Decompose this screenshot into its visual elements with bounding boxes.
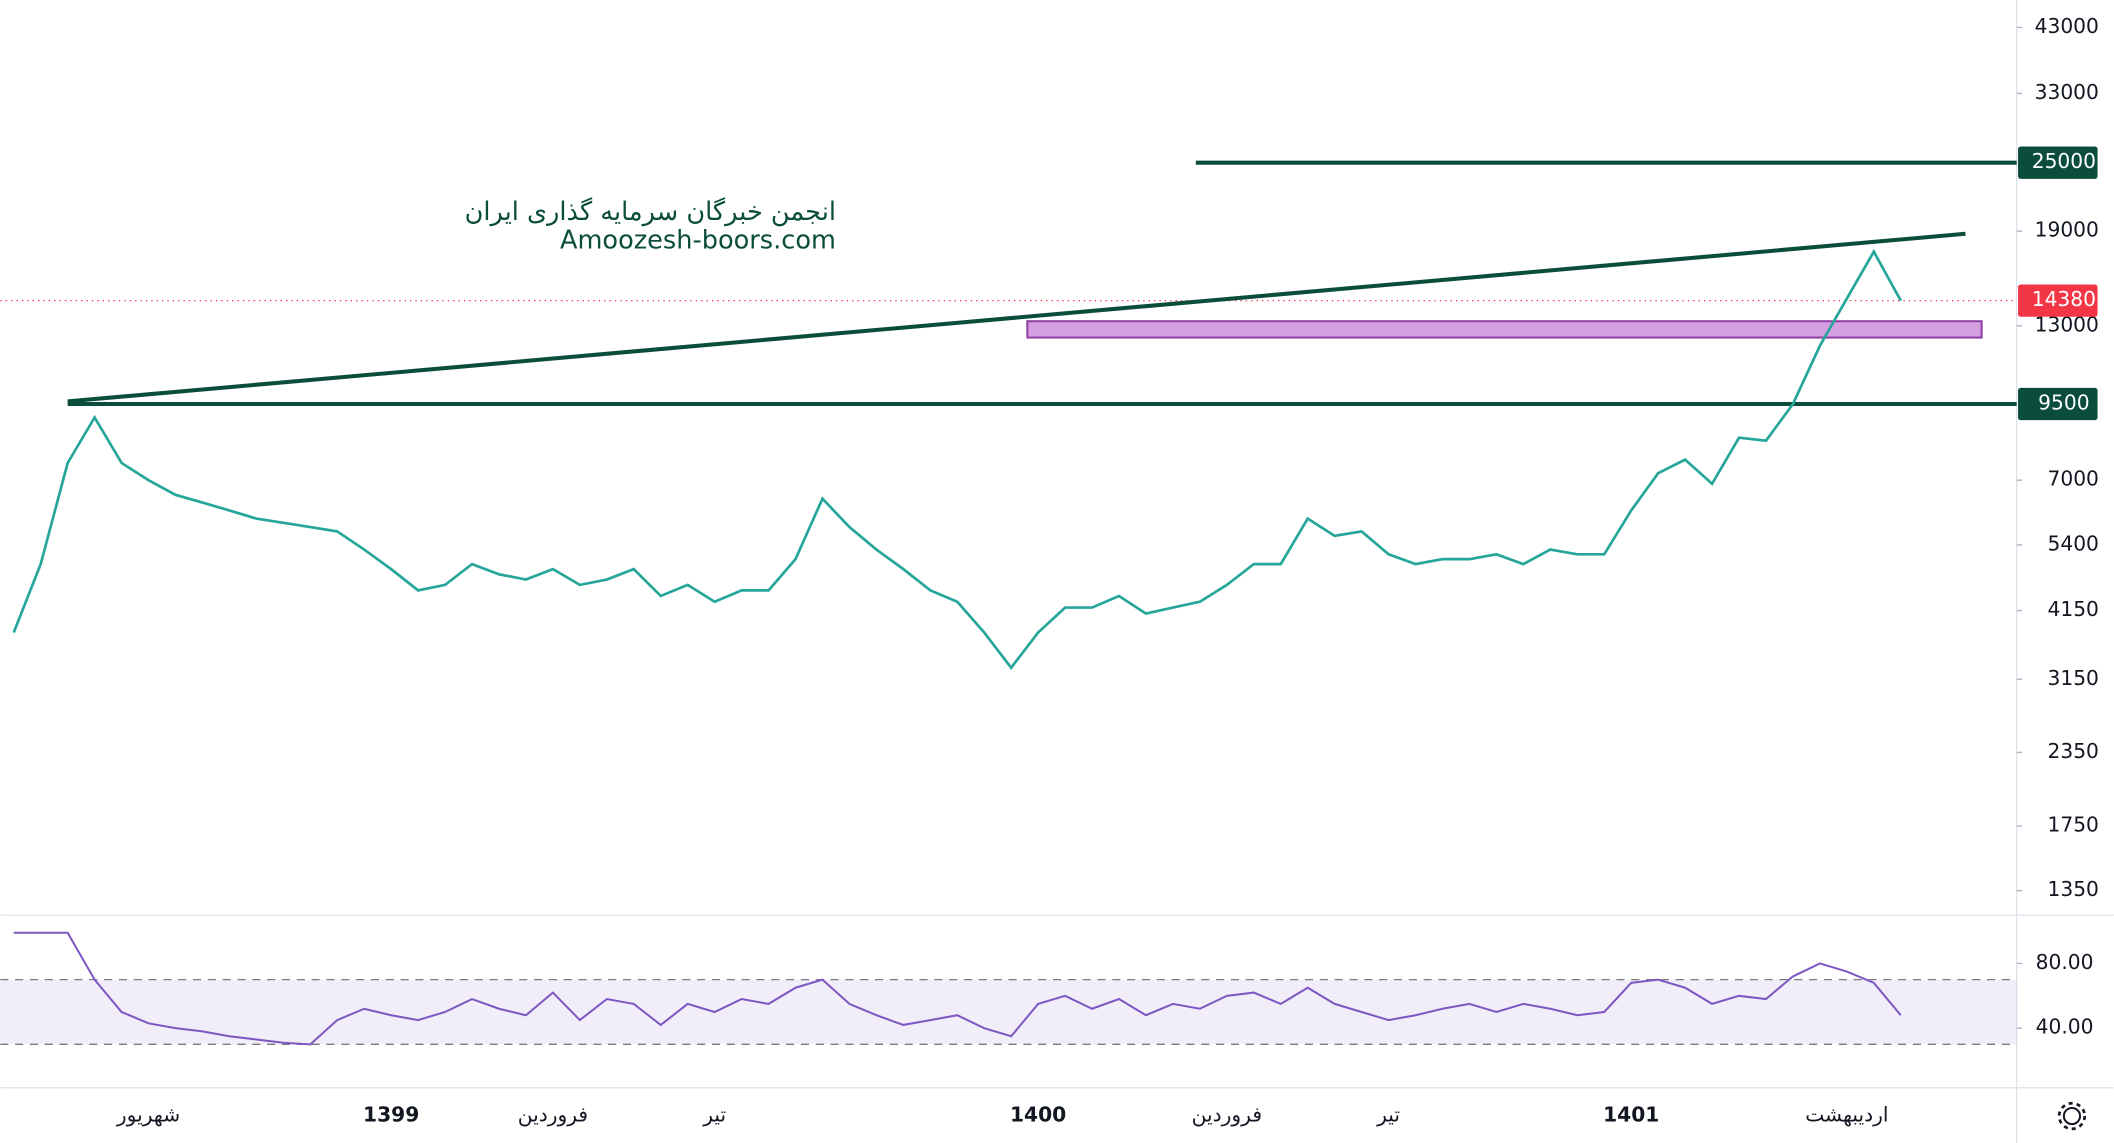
level-label: 25000 [2032, 149, 2096, 173]
x-tick-label: تیر [702, 1103, 726, 1127]
settings-icon[interactable] [2057, 1101, 2087, 1131]
last-price-label: 14380 [2032, 287, 2096, 311]
y-tick-label: 1750 [2047, 812, 2098, 836]
support-zone [1026, 320, 1983, 339]
x-tick-label: تیر [1376, 1103, 1400, 1127]
x-tick-label: اردیبهشت [1805, 1103, 1888, 1127]
y-tick-label: 1350 [2047, 877, 2098, 901]
watermark-title: انجمن خبرگان سرمایه گذاری ایران [465, 197, 836, 227]
x-tick-label: فروردین [518, 1103, 588, 1127]
gear [2062, 1106, 2082, 1126]
last-price-box [2018, 284, 2098, 317]
y-tick-label: 7000 [2047, 467, 2098, 491]
level-label-box [2018, 146, 2098, 179]
rsi-line [13, 931, 1902, 1046]
x-tick-label: 1399 [363, 1103, 419, 1127]
y-tick-label: 19000 [2035, 218, 2099, 242]
y-tick-label: 5400 [2047, 531, 2098, 555]
price-line [12, 248, 1902, 670]
x-tick-label: 1400 [1010, 1103, 1066, 1127]
y-tick-label: 4150 [2047, 597, 2098, 621]
rsi-tick-label: 80.00 [2036, 950, 2094, 974]
x-tick-label: فروردین [1192, 1103, 1262, 1127]
rsi-tick-label: 40.00 [2036, 1015, 2094, 1039]
rsi-band [0, 979, 2017, 1045]
watermark-url: Amoozesh-boors.com [560, 225, 836, 255]
y-tick-label: 43000 [2035, 14, 2099, 38]
x-tick-label: 1401 [1603, 1103, 1659, 1127]
gear-teeth [2057, 1101, 2087, 1131]
y-tick-label: 33000 [2035, 80, 2099, 104]
level-label-box [2018, 387, 2098, 421]
trendline [67, 231, 1966, 404]
x-tick-label: شهریور [116, 1103, 180, 1127]
level-label: 9500 [2038, 391, 2089, 415]
y-tick-label: 3150 [2047, 666, 2098, 690]
y-tick-label: 2350 [2047, 739, 2098, 763]
